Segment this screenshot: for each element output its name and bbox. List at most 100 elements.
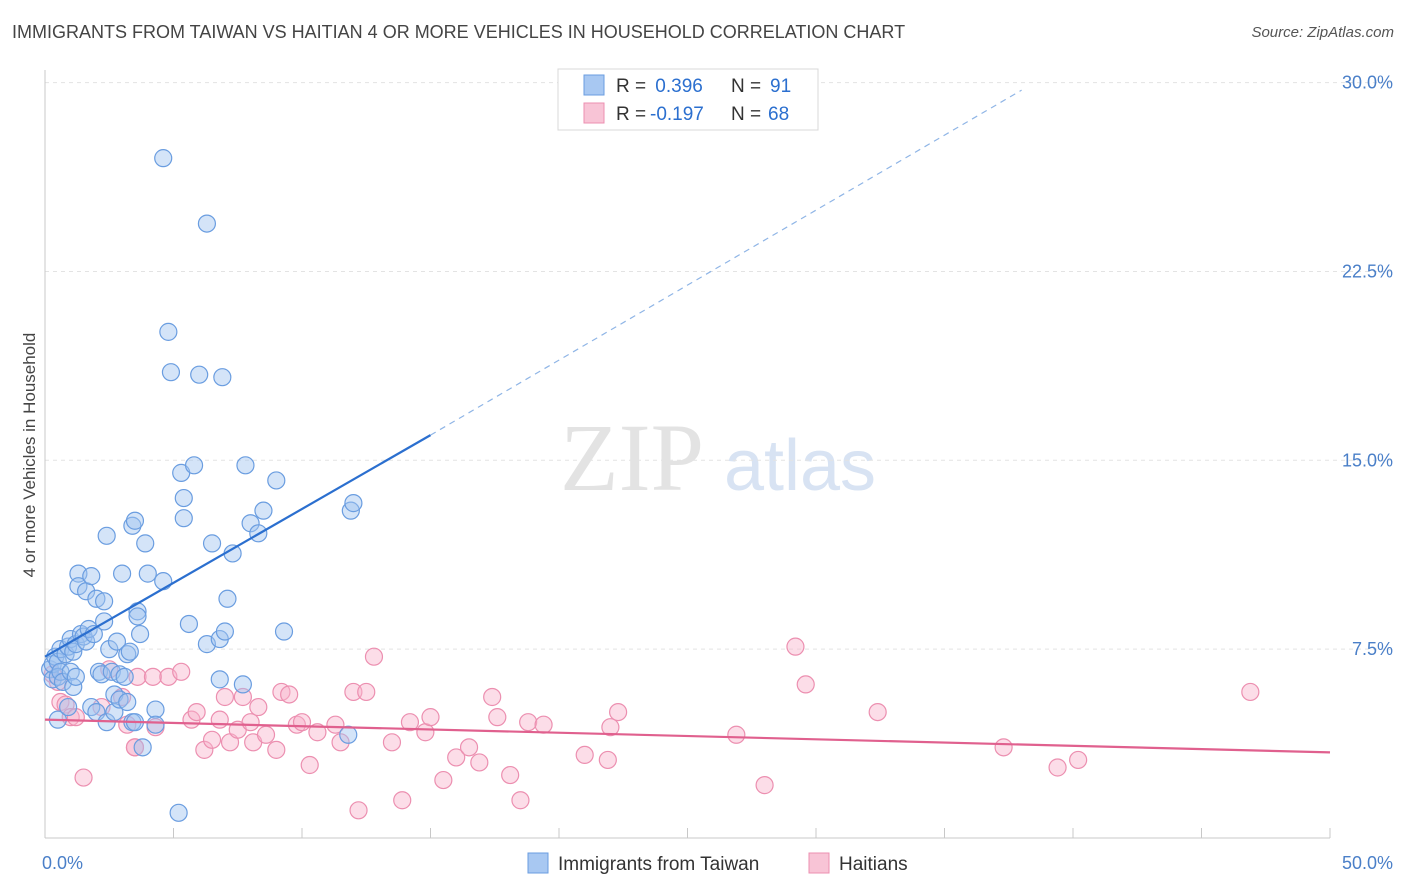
taiwan-point: [236, 456, 255, 475]
legend-swatch-taiwan: [583, 74, 605, 96]
taiwan-point: [213, 368, 232, 387]
series-legend: Immigrants from Taiwan Haitians: [527, 852, 908, 875]
taiwan-point: [89, 662, 109, 681]
watermark-atlas: atlas: [724, 426, 876, 506]
haitians-point: [786, 637, 805, 656]
haitians-point: [249, 697, 268, 717]
haitians-point: [74, 768, 93, 787]
haitians-point: [128, 667, 147, 686]
haitians-point: [601, 718, 620, 737]
haitians-point: [470, 753, 489, 772]
taiwan-point: [82, 567, 101, 586]
haitians-point: [511, 791, 530, 810]
legend-r-label-taiwan: R =: [616, 76, 651, 97]
haitians-point: [994, 738, 1013, 757]
taiwan-point: [146, 700, 165, 719]
haitians-point: [287, 715, 306, 734]
taiwan-point: [210, 670, 229, 689]
taiwan-point: [169, 803, 188, 822]
haitians-point: [534, 715, 553, 734]
haitians-point: [575, 745, 594, 765]
taiwan-point: [161, 363, 181, 382]
taiwan-trend-line: [44, 434, 432, 658]
haitians-point: [364, 647, 384, 666]
legend-n-value-haitians: 68: [768, 104, 789, 125]
taiwan-point: [344, 494, 363, 513]
taiwan-point: [146, 715, 165, 734]
watermark-zip: ZIP: [560, 404, 704, 511]
haitians-point: [256, 725, 276, 744]
taiwan-point: [123, 516, 142, 535]
taiwan-point: [179, 614, 199, 634]
taiwan-point: [59, 697, 78, 717]
haitians-point: [308, 723, 327, 742]
taiwan-point: [154, 149, 173, 168]
haitians-point: [349, 801, 368, 820]
taiwan-point: [202, 534, 222, 553]
taiwan-point: [339, 725, 358, 744]
haitians-point: [125, 738, 145, 757]
taiwan-point: [61, 662, 80, 681]
haitians-point: [483, 687, 502, 707]
haitians-point: [1241, 682, 1260, 702]
taiwan-point: [120, 642, 139, 661]
haitians-point: [598, 750, 617, 770]
taiwan-point: [130, 624, 150, 644]
haitians-point: [172, 662, 191, 681]
y-tick-label: 22.5%: [1342, 261, 1393, 281]
taiwan-point: [197, 214, 217, 233]
haitians-point: [382, 733, 402, 752]
haitians-point: [326, 715, 345, 734]
haitians-point: [202, 730, 222, 749]
haitians-point: [241, 713, 260, 732]
taiwan-point: [274, 622, 294, 641]
taiwan-point: [95, 592, 114, 611]
haitians-point: [416, 723, 435, 742]
taiwan-point: [112, 564, 132, 583]
y-tick-label: 30.0%: [1342, 73, 1393, 93]
taiwan-point: [138, 564, 157, 583]
y-tick-labels: 7.5% 15.0% 22.5% 30.0%: [1342, 73, 1393, 660]
haitians-point: [868, 702, 887, 722]
taiwan-point: [82, 697, 101, 717]
haitians-point: [400, 713, 420, 732]
taiwan-point: [97, 526, 116, 545]
series-haitians-points: [43, 637, 1260, 820]
taiwan-point: [233, 675, 252, 694]
taiwan-point: [184, 456, 204, 475]
haitians-point: [488, 708, 507, 727]
taiwan-trend-extension: [430, 89, 1022, 436]
haitians-trend-line: [44, 718, 1331, 754]
taiwan-point: [136, 534, 155, 553]
haitians-point: [292, 713, 312, 732]
haitians-point: [187, 702, 206, 722]
bottom-legend-label-taiwan: Immigrants from Taiwan: [558, 854, 759, 875]
haitians-point: [210, 710, 229, 729]
legend-n-label-taiwan: N =: [731, 76, 766, 97]
taiwan-point: [154, 572, 173, 591]
taiwan-point: [190, 365, 209, 384]
bottom-legend-swatch-haitians: [808, 852, 830, 874]
haitians-point: [393, 791, 412, 810]
haitians-point: [519, 713, 538, 732]
bottom-legend-label-haitians: Haitians: [839, 854, 908, 875]
legend-n-value-taiwan: 91: [770, 76, 791, 97]
taiwan-point: [174, 509, 193, 528]
haitians-point: [459, 738, 479, 757]
taiwan-point: [107, 632, 127, 651]
taiwan-point: [100, 640, 119, 659]
taiwan-point: [125, 511, 145, 530]
taiwan-point: [115, 667, 134, 686]
haitians-point: [195, 740, 214, 759]
taiwan-point: [215, 622, 234, 641]
gridlines: [45, 82, 1392, 650]
haitians-point: [143, 667, 163, 686]
taiwan-point: [241, 514, 260, 533]
legend-swatch-haitians: [583, 102, 605, 124]
haitians-point: [1069, 750, 1088, 770]
haitians-point: [727, 725, 746, 744]
x-tick-label-max: 50.0%: [1342, 853, 1393, 873]
taiwan-point: [128, 607, 147, 626]
haitians-point: [300, 755, 319, 775]
taiwan-point: [133, 738, 152, 757]
